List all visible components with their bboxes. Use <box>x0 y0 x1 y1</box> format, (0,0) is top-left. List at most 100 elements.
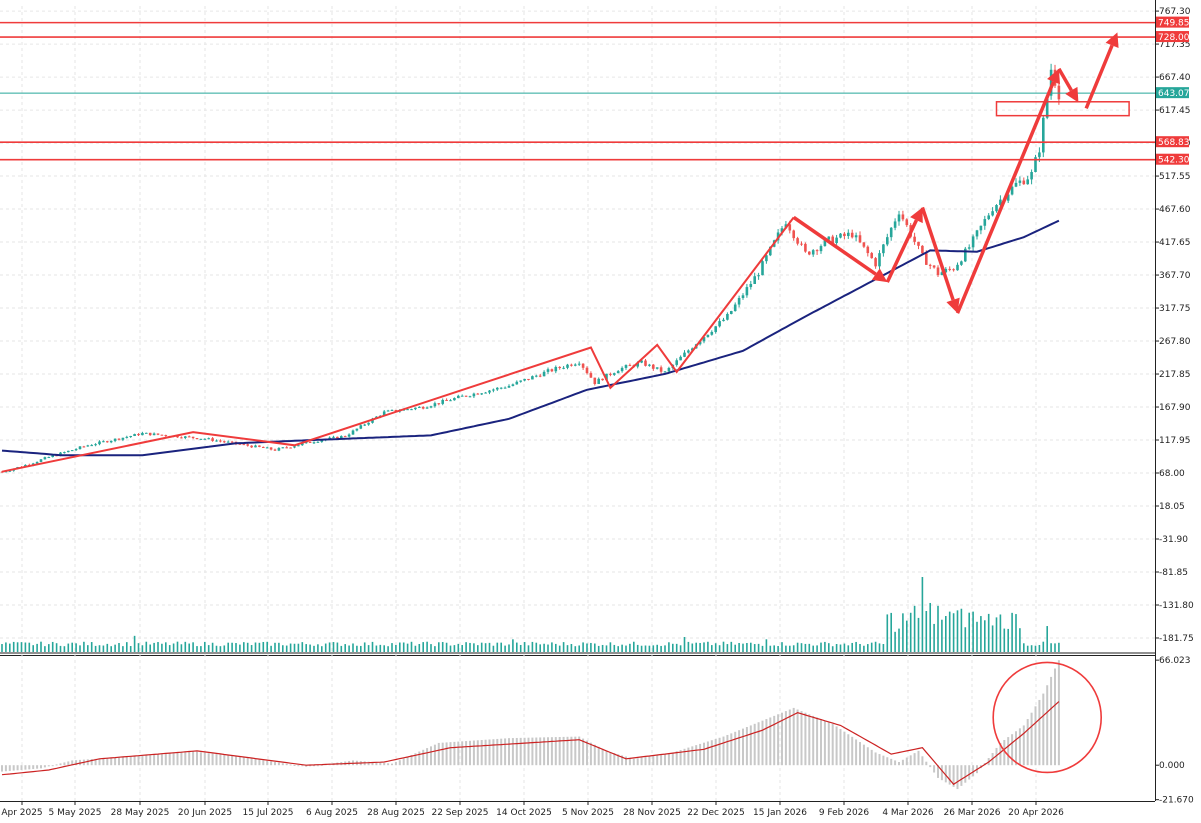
candle-body <box>102 441 105 443</box>
y-tick-label: -81.85 <box>1159 568 1188 578</box>
arrow-shaft <box>1057 67 1073 92</box>
histogram-bar <box>504 738 507 766</box>
candle-body <box>39 459 43 462</box>
x-tick-label: 22 Dec 2025 <box>687 808 745 818</box>
candle-body <box>301 443 304 446</box>
histogram-bar <box>1038 699 1041 766</box>
candle-body <box>554 366 558 372</box>
candle-body <box>745 287 749 296</box>
histogram-bar <box>1046 685 1049 766</box>
volume-bar <box>488 642 491 652</box>
candle-body <box>511 384 515 386</box>
volume-bar <box>336 642 339 652</box>
volume-bar <box>574 646 577 652</box>
histogram-bar <box>258 759 261 766</box>
histogram-bar <box>203 752 206 766</box>
y-tick-label: 417.65 <box>1159 238 1191 248</box>
level-label-bg <box>1156 153 1189 165</box>
candle-body <box>597 378 600 385</box>
candle-body <box>441 399 444 404</box>
candle-body <box>589 373 593 378</box>
volume-bar <box>20 642 23 652</box>
volume-bar <box>282 645 284 652</box>
x-tick-label: 5 May 2025 <box>49 808 102 818</box>
volume-bar <box>118 643 120 652</box>
volume-bar <box>441 642 444 652</box>
histogram-bar <box>1030 712 1033 766</box>
candle-body <box>519 380 522 382</box>
volume-bar <box>664 645 666 652</box>
volume-bar <box>1034 645 1037 652</box>
candle-body <box>577 363 581 365</box>
volume-bar <box>243 642 245 652</box>
candle-body <box>843 233 846 237</box>
candle-body <box>63 452 66 454</box>
histogram-bar <box>714 739 717 766</box>
histogram-bar <box>917 750 920 766</box>
level-label-bg <box>1156 136 1189 148</box>
volume-bar <box>211 642 214 652</box>
volume-bar <box>274 642 276 652</box>
histogram-bar <box>461 741 464 766</box>
volume-bar <box>644 645 647 652</box>
volume-bar <box>149 644 151 652</box>
candle-body <box>1034 157 1037 173</box>
volume-bar <box>594 643 596 652</box>
volume-bar <box>625 645 627 652</box>
candle-body <box>769 246 772 256</box>
histogram-bar <box>855 739 858 766</box>
volume-bar <box>894 631 896 652</box>
histogram-bar <box>886 757 889 766</box>
histogram-bar <box>734 731 737 766</box>
candle-body <box>948 268 951 270</box>
y-tick-label: 467.60 <box>1159 205 1191 215</box>
candle-body <box>620 367 624 372</box>
histogram-bar <box>242 757 245 766</box>
volume-bar <box>722 641 725 652</box>
histogram-bar <box>648 756 651 766</box>
volume-bar <box>110 646 112 652</box>
candle-body <box>336 436 339 439</box>
volume-bar <box>270 645 272 652</box>
volume-bar <box>313 645 315 652</box>
volume-bar <box>340 645 343 652</box>
volume-bar <box>79 645 81 652</box>
candle-body <box>226 441 230 443</box>
histogram-bar <box>223 754 226 766</box>
histogram-bar <box>16 765 19 771</box>
volume-bar <box>223 645 226 652</box>
candle-body <box>223 441 226 443</box>
y-tick-label: 18.05 <box>1159 502 1185 512</box>
histogram-bar <box>270 761 273 766</box>
candle-body <box>464 395 468 397</box>
histogram-bar <box>722 736 725 766</box>
volume-bar <box>785 645 787 652</box>
osc-tick-label: 66.023 <box>1159 656 1191 666</box>
volume-bar <box>769 645 772 652</box>
volume-bar <box>902 613 904 652</box>
candle-body <box>815 250 819 252</box>
volume-bar <box>449 645 452 652</box>
histogram-bar <box>820 719 822 766</box>
y-tick-label: 617.45 <box>1159 106 1191 116</box>
volume-bar <box>356 645 358 652</box>
volume-bar <box>387 646 389 652</box>
histogram-bar <box>749 725 752 766</box>
histogram-bar <box>231 755 234 766</box>
candle-body <box>258 445 261 447</box>
candle-body <box>371 418 374 423</box>
histogram-bar <box>605 750 608 766</box>
histogram-bar <box>804 712 807 766</box>
histogram-bar <box>309 765 312 767</box>
candle-body <box>67 450 70 453</box>
volume-bar <box>609 642 612 652</box>
histogram-bar <box>706 741 709 766</box>
histogram-bar <box>1003 740 1006 766</box>
candle-body <box>199 438 203 440</box>
candle-body <box>47 457 51 459</box>
candle-body <box>683 352 686 357</box>
histogram-bar <box>601 748 604 766</box>
candle-body <box>35 461 39 464</box>
